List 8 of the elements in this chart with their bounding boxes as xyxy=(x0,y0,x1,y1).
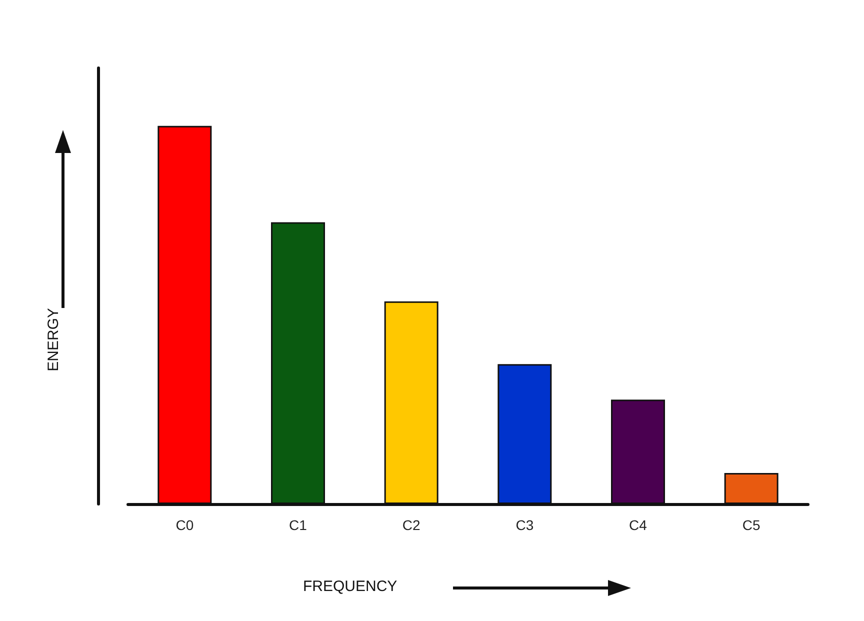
y-axis-title: ENERGY xyxy=(45,308,62,372)
x-axis-title: FREQUENCY xyxy=(303,578,398,595)
x-tick-label: C4 xyxy=(629,517,648,533)
x-tick-label: C2 xyxy=(402,517,420,533)
x-tick-label: C1 xyxy=(289,517,308,533)
x-tick-label: C3 xyxy=(516,517,534,533)
x-tick-label: C5 xyxy=(742,517,760,533)
x-tick-label: C0 xyxy=(176,517,194,533)
